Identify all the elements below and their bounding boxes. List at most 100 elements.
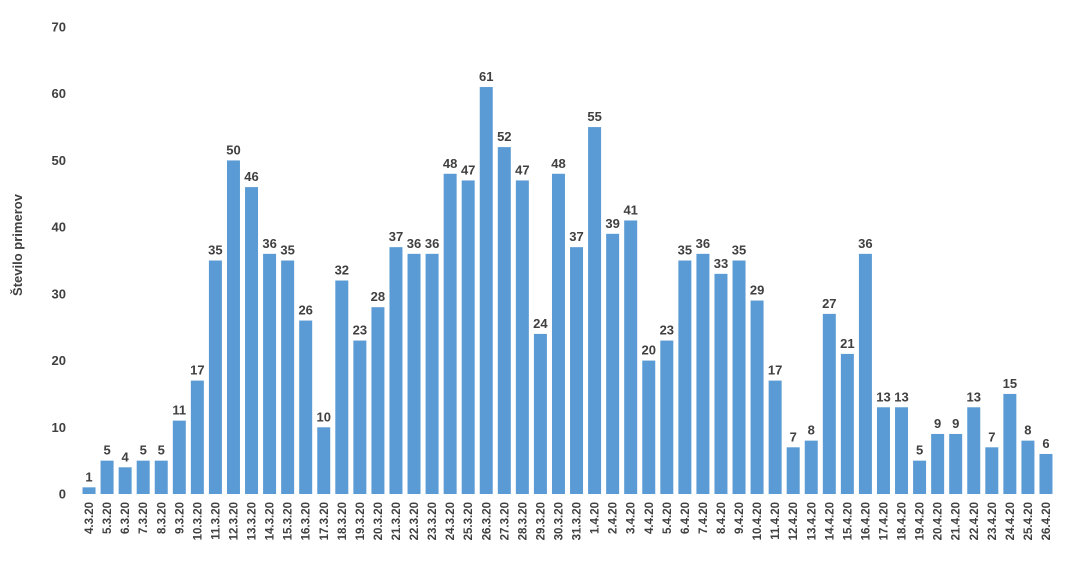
bar <box>931 433 945 494</box>
bar <box>949 433 963 494</box>
data-label: 17 <box>190 363 204 378</box>
bar <box>858 253 872 494</box>
data-label: 52 <box>497 129 511 144</box>
bar <box>840 353 854 494</box>
data-label: 7 <box>790 429 797 444</box>
data-label: 36 <box>407 236 421 251</box>
data-label: 13 <box>876 389 890 404</box>
x-tick-label: 6.3.20 <box>120 502 132 534</box>
data-label: 23 <box>660 323 674 338</box>
bar <box>172 420 186 494</box>
data-label: 24 <box>533 316 548 331</box>
bar <box>118 467 132 494</box>
bar <box>353 340 367 494</box>
bar <box>551 173 565 494</box>
x-tick-label: 20.3.20 <box>373 502 385 540</box>
data-label: 27 <box>822 296 836 311</box>
data-label: 47 <box>515 162 529 177</box>
x-tick-label: 13.4.20 <box>806 502 818 540</box>
x-tick-label: 2.4.20 <box>608 502 620 534</box>
x-tick-label: 18.3.20 <box>337 502 349 540</box>
x-tick-label: 31.3.20 <box>572 502 584 540</box>
x-tick-label: 9.3.20 <box>174 502 186 534</box>
data-label: 15 <box>1003 376 1017 391</box>
data-label: 48 <box>443 156 457 171</box>
x-tick-label: 1.4.20 <box>590 502 602 534</box>
data-label: 35 <box>280 243 294 258</box>
y-axis-label-group: Število primerov <box>10 193 25 296</box>
data-label: 10 <box>317 409 331 424</box>
bar <box>678 260 692 494</box>
bar <box>263 253 277 494</box>
data-label: 4 <box>122 449 130 464</box>
bar <box>588 127 602 494</box>
x-tick-label: 13.3.20 <box>247 502 259 540</box>
x-tick-label: 24.4.20 <box>1005 502 1017 540</box>
x-tick-label: 30.3.20 <box>553 502 565 540</box>
x-tick-label: 29.3.20 <box>535 502 547 540</box>
x-tick-label: 11.4.20 <box>770 502 782 540</box>
x-tick-label: 10.3.20 <box>192 502 204 540</box>
bar <box>461 180 475 494</box>
data-label: 28 <box>371 289 385 304</box>
x-tick-label: 27.3.20 <box>499 502 511 540</box>
bar <box>154 460 168 494</box>
bar <box>606 233 620 494</box>
x-tick-label: 16.3.20 <box>301 502 313 540</box>
data-label: 50 <box>226 142 240 157</box>
data-label: 11 <box>172 403 186 418</box>
y-ticks: 0 10 20 30 40 50 60 70 <box>52 20 66 502</box>
bar <box>479 87 493 494</box>
bar <box>299 320 313 494</box>
x-tick-label: 3.4.20 <box>626 502 638 534</box>
x-tick-label: 14.3.20 <box>265 502 277 540</box>
y-tick-label: 30 <box>52 286 66 301</box>
x-tick-label: 18.4.20 <box>897 502 909 540</box>
data-label: 33 <box>714 256 728 271</box>
x-tick-label: 12.3.20 <box>228 502 240 540</box>
x-tick-label: 15.4.20 <box>842 502 854 540</box>
data-label: 37 <box>569 229 583 244</box>
data-label: 7 <box>988 429 995 444</box>
bar <box>371 307 385 494</box>
bar <box>822 313 836 494</box>
bar <box>136 460 150 494</box>
data-label: 5 <box>103 443 110 458</box>
bar <box>570 247 584 494</box>
bar <box>750 300 764 494</box>
data-label: 17 <box>768 363 782 378</box>
data-label: 47 <box>461 162 475 177</box>
x-tick-label: 12.4.20 <box>788 502 800 540</box>
x-tick-label: 11.3.20 <box>210 502 222 540</box>
data-label: 37 <box>389 229 403 244</box>
x-tick-label: 9.4.20 <box>734 502 746 534</box>
data-label: 21 <box>840 336 854 351</box>
x-tick-label: 19.3.20 <box>355 502 367 540</box>
x-tick-label: 25.3.20 <box>463 502 475 540</box>
data-label: 46 <box>244 169 258 184</box>
bar <box>624 220 638 494</box>
bars <box>82 87 1053 495</box>
data-label: 1 <box>85 469 92 484</box>
y-tick-label: 50 <box>52 153 66 168</box>
data-label: 36 <box>696 236 710 251</box>
x-tick-label: 5.3.20 <box>102 502 114 534</box>
x-tick-label: 7.3.20 <box>138 502 150 534</box>
data-label: 13 <box>894 389 908 404</box>
data-label: 5 <box>140 443 147 458</box>
bar <box>804 440 818 494</box>
x-tick-label: 23.4.20 <box>987 502 999 540</box>
x-tick-label: 8.4.20 <box>716 502 728 534</box>
data-label: 29 <box>750 283 764 298</box>
bar <box>425 253 439 494</box>
bar <box>660 340 674 494</box>
bar <box>642 360 656 494</box>
bar <box>714 273 728 494</box>
bar <box>226 160 240 494</box>
x-tick-label: 8.3.20 <box>156 502 168 534</box>
bar <box>281 260 295 494</box>
bar <box>768 380 782 494</box>
x-tick-label: 17.4.20 <box>878 502 890 540</box>
bar <box>786 447 800 494</box>
